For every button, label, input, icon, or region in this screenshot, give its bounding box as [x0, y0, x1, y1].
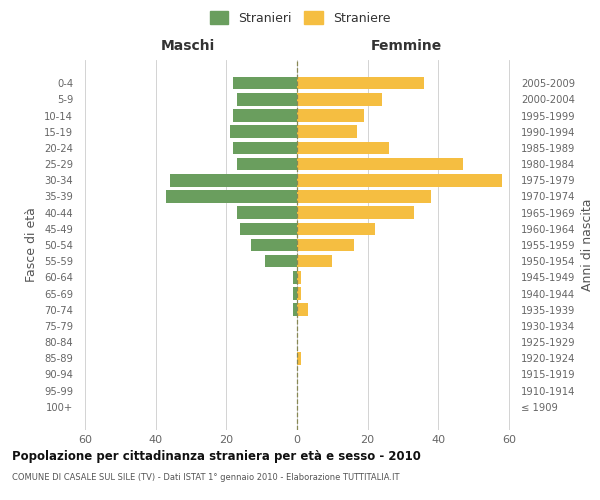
Y-axis label: Fasce di età: Fasce di età	[25, 208, 38, 282]
Bar	[297, 206, 413, 219]
Bar	[293, 287, 297, 300]
Bar	[293, 271, 297, 283]
Text: Popolazione per cittadinanza straniera per età e sesso - 2010: Popolazione per cittadinanza straniera p…	[12, 450, 421, 463]
Bar	[251, 238, 297, 252]
Bar	[170, 174, 297, 186]
Y-axis label: Anni di nascita: Anni di nascita	[581, 198, 594, 291]
Bar	[297, 304, 308, 316]
Bar	[237, 206, 297, 219]
Bar	[237, 93, 297, 106]
Text: COMUNE DI CASALE SUL SILE (TV) - Dati ISTAT 1° gennaio 2010 - Elaborazione TUTTI: COMUNE DI CASALE SUL SILE (TV) - Dati IS…	[12, 472, 400, 482]
Bar	[297, 93, 382, 106]
Bar	[297, 190, 431, 203]
Bar	[297, 352, 301, 364]
Text: Maschi: Maschi	[160, 38, 215, 52]
Bar	[265, 255, 297, 268]
Bar	[293, 304, 297, 316]
Bar	[297, 238, 353, 252]
Bar	[297, 222, 375, 235]
Bar	[297, 271, 301, 283]
Bar	[297, 158, 463, 170]
Bar	[237, 158, 297, 170]
Bar	[297, 126, 357, 138]
Bar	[233, 142, 297, 154]
Text: Femmine: Femmine	[371, 38, 442, 52]
Bar	[297, 142, 389, 154]
Bar	[297, 109, 364, 122]
Bar	[166, 190, 297, 203]
Bar	[230, 126, 297, 138]
Bar	[241, 222, 297, 235]
Bar	[297, 255, 332, 268]
Legend: Stranieri, Straniere: Stranieri, Straniere	[205, 6, 395, 30]
Bar	[233, 109, 297, 122]
Bar	[297, 174, 502, 186]
Bar	[233, 77, 297, 90]
Bar	[297, 287, 301, 300]
Bar	[297, 77, 424, 90]
